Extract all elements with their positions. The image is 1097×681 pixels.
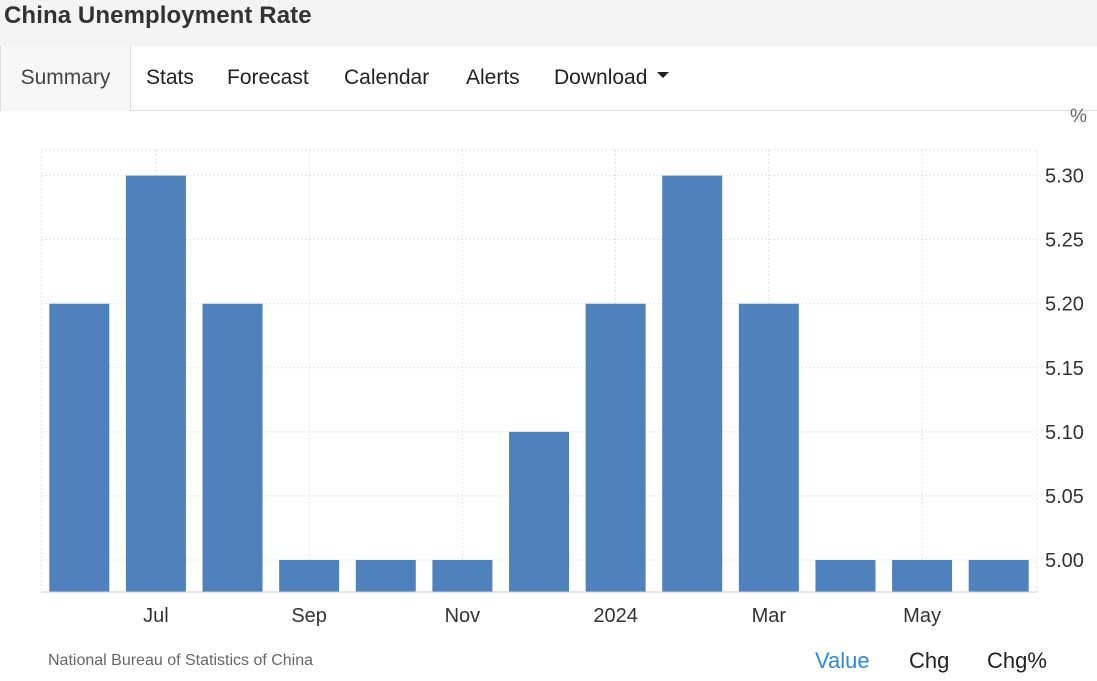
value-toggle[interactable]: Value	[815, 648, 870, 673]
bar	[432, 559, 493, 592]
bar	[585, 303, 646, 592]
tab-calendar[interactable]: Calendar	[344, 66, 430, 89]
tab-alerts[interactable]: Alerts	[466, 66, 520, 89]
page-title: China Unemployment Rate	[4, 2, 312, 29]
y-tick-label: 5.25	[1045, 230, 1084, 252]
bar	[279, 559, 340, 592]
x-tick-label: 2024	[593, 605, 638, 627]
caret-down-icon	[657, 72, 670, 79]
x-tick-label: Nov	[445, 605, 481, 627]
chg-toggle[interactable]: Chg	[909, 648, 950, 673]
unit-label: %	[1070, 106, 1087, 127]
bar	[662, 175, 723, 592]
y-tick-label: 5.30	[1045, 166, 1084, 188]
tab-download-label: Download	[554, 66, 648, 89]
source-label: National Bureau of Statistics of China	[48, 652, 314, 669]
bar	[968, 559, 1029, 592]
tab-stats[interactable]: Stats	[146, 66, 194, 89]
bar	[892, 559, 953, 592]
y-tick-label: 5.05	[1045, 486, 1084, 508]
chg-percent-toggle[interactable]: Chg%	[987, 648, 1047, 673]
tab-forecast[interactable]: Forecast	[227, 66, 309, 89]
bar	[738, 303, 799, 592]
bar	[49, 303, 110, 592]
y-tick-label: 5.10	[1045, 422, 1084, 444]
x-tick-label: Jul	[143, 605, 169, 627]
y-tick-label: 5.15	[1045, 358, 1084, 380]
bar	[202, 303, 263, 592]
bar	[355, 559, 416, 592]
x-tick-label: Mar	[752, 605, 787, 627]
y-tick-label: 5.00	[1045, 550, 1084, 572]
bar	[509, 431, 569, 592]
tab-summary[interactable]: Summary	[0, 46, 131, 111]
bar-chart: 5.00 5.05 5.10 5.15 5.20 5.25 5.30 Jul Sep Nov 202…	[40, 149, 1084, 627]
bar	[815, 559, 876, 592]
x-tick-label: May	[903, 605, 941, 627]
tab-download[interactable]: Download	[554, 46, 670, 110]
bar	[125, 175, 186, 592]
title-bar: China Unemployment Rate	[0, 0, 1097, 47]
tab-bar: Summary Stats Forecast Calendar Alerts D…	[0, 46, 1097, 111]
x-tick-label: Sep	[291, 605, 327, 627]
y-tick-label: 5.20	[1045, 294, 1084, 316]
